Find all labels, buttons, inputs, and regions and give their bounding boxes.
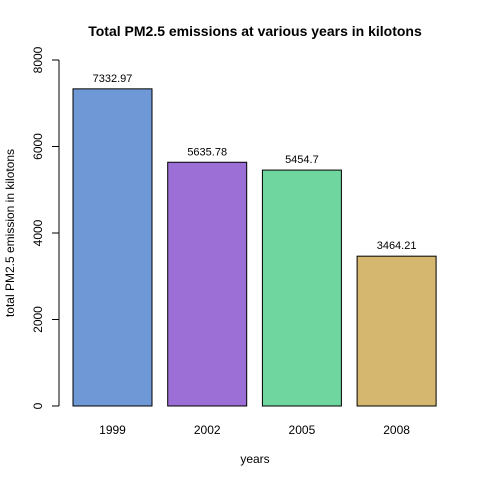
data-label-2008: 3464.21 <box>377 240 417 252</box>
x-axis-label: years <box>240 452 269 466</box>
bar-2005 <box>261 169 342 407</box>
y-axis: 0 2000 4000 6000 8000 <box>31 46 60 409</box>
x-tick-label: 2005 <box>289 423 316 437</box>
bar-2002 <box>167 161 248 407</box>
chart-title: Total PM2.5 emissions at various years i… <box>88 23 422 39</box>
x-tick-label: 2008 <box>383 423 410 437</box>
y-tick-label: 8000 <box>31 46 45 73</box>
y-tick-label: 2000 <box>31 306 45 333</box>
bar-2008 <box>356 255 437 407</box>
y-axis-label: total PM2.5 emission in kilotons <box>3 149 17 317</box>
bars: 7332.97 5635.78 5454.7 3464.21 <box>72 73 437 407</box>
x-tick-label: 2002 <box>194 423 221 437</box>
bar-1999 <box>72 88 153 407</box>
y-tick-label: 4000 <box>31 219 45 246</box>
data-label-2002: 5635.78 <box>187 146 227 158</box>
data-label-2005: 5454.7 <box>285 154 319 166</box>
data-label-1999: 7332.97 <box>93 73 133 85</box>
y-tick-label: 6000 <box>31 133 45 160</box>
x-tick-label: 1999 <box>99 423 126 437</box>
y-tick-label: 0 <box>31 402 45 409</box>
x-axis: 1999 2002 2005 2008 <box>99 423 410 437</box>
